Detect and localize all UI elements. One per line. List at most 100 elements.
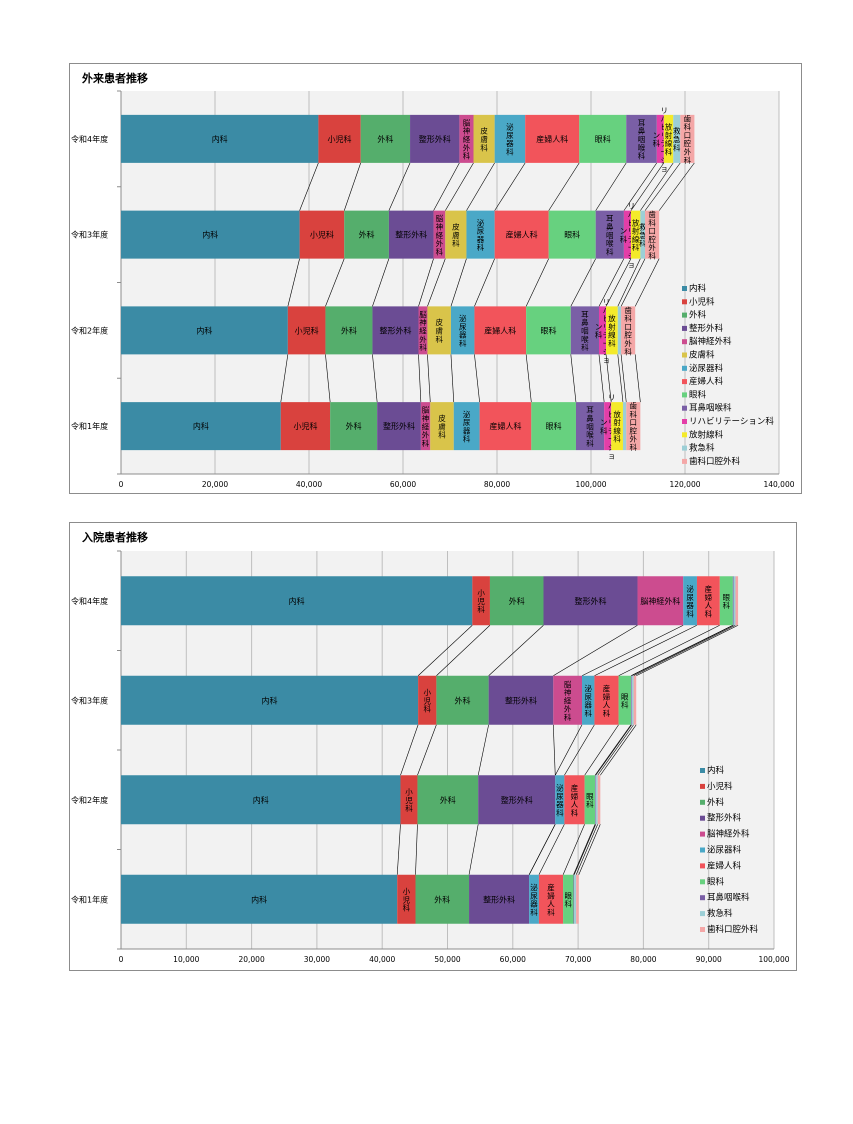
bar-label: 喉 (586, 430, 594, 440)
legend-label: 泌尿器科 (689, 363, 724, 374)
legend-swatch (682, 312, 687, 318)
bar-label: 科 (547, 907, 555, 917)
bar-segment (579, 114, 627, 163)
bar-label: ン (595, 322, 603, 331)
bar-segment (494, 114, 526, 163)
series-connector (400, 724, 419, 776)
bar-label: 急 (639, 230, 647, 240)
legend-label: 救急科 (689, 443, 715, 454)
series-connector (287, 258, 300, 307)
bar-label: リ (660, 106, 668, 115)
series-connector (372, 354, 378, 403)
bar-label: 膚 (435, 326, 443, 336)
legend-label: 脳神経外科 (707, 829, 750, 840)
bar-label: 人 (705, 601, 713, 610)
bar-segment (604, 402, 612, 451)
bar-label: 科 (638, 151, 646, 161)
series-connector (618, 624, 720, 677)
bar-label: 鼻 (581, 317, 589, 327)
bar-label: 皮 (435, 317, 443, 327)
bar-label: 外科 (359, 230, 375, 240)
legend-label: 救急科 (707, 908, 733, 919)
bar-segment (433, 210, 446, 259)
series-connector (299, 162, 319, 211)
bar-label: 耳 (586, 406, 594, 415)
bar-label: 科 (624, 346, 632, 356)
series-connector (595, 724, 632, 776)
x-tick-label: 90,000 (696, 955, 722, 964)
bar-label: 経 (564, 695, 572, 705)
bar-label: 科 (648, 217, 656, 227)
bar-segment (574, 874, 577, 924)
bar-segment (318, 114, 361, 163)
series-connector (595, 162, 627, 211)
bar-segment (478, 775, 556, 825)
legend-swatch (682, 352, 687, 358)
bar-label: 眼 (586, 792, 594, 801)
bar-label: 内科 (193, 421, 209, 431)
bar-label: 外科 (346, 421, 362, 431)
series-connector (578, 824, 601, 875)
series-connector (525, 354, 532, 403)
bar-segment (121, 402, 281, 451)
bar-label: 泌 (506, 122, 514, 132)
bar-segment (121, 306, 288, 355)
legend-label: 眼科 (689, 389, 707, 400)
bar-label: 小児科 (310, 230, 334, 240)
bar-label: 歯 (648, 209, 656, 219)
bar-segment (427, 306, 451, 355)
bar-label: 科 (463, 151, 471, 161)
bar-label: 尿 (686, 593, 694, 602)
bar-label: ン (653, 131, 661, 140)
legend-label: 小児科 (689, 296, 715, 307)
x-tick-label: 60,000 (500, 955, 526, 964)
bar-label: 尿 (463, 418, 471, 427)
bar-label: 科 (684, 122, 692, 132)
bar-label: 整形外科 (575, 596, 607, 606)
bar-segment (673, 114, 681, 163)
legend-swatch (682, 392, 687, 398)
bar-label: 外 (422, 430, 430, 440)
bar-label: 泌 (584, 683, 592, 693)
legend-label: 整形外科 (707, 813, 742, 824)
bar-segment (553, 675, 583, 725)
bar-segment (121, 775, 401, 825)
bar-label: 産 (547, 882, 555, 892)
bar-label: 眼科 (595, 134, 611, 144)
series-connector (450, 354, 455, 403)
bar-label: 鼻 (638, 126, 646, 136)
legend-swatch (700, 927, 705, 932)
bar-label: 器 (556, 800, 564, 809)
bar-label: 科 (665, 146, 673, 156)
outpatient-chart-title: 外来患者推移 (82, 72, 148, 85)
series-connector (553, 624, 638, 677)
bar-segment (626, 402, 641, 451)
bar-label: 耳 (606, 214, 614, 223)
bar-label: 小児科 (328, 134, 352, 144)
bar-segment (623, 210, 631, 259)
bar-label: 眼 (621, 692, 629, 701)
bar-segment (529, 874, 539, 924)
x-tick-label: 20,000 (202, 480, 228, 489)
bar-label: 脳 (436, 213, 444, 223)
bar-label: 経 (436, 230, 444, 240)
bar-segment (663, 114, 674, 163)
bar-label: リ (628, 202, 636, 211)
bar-label: 科 (624, 313, 632, 323)
bar-label: 科 (459, 338, 467, 348)
bar-label: 脳 (422, 405, 430, 415)
legend-label: 内科 (689, 283, 707, 294)
series-connector (633, 624, 736, 677)
bar-label: 器 (459, 331, 467, 340)
series-connector (623, 162, 658, 211)
series-connector (630, 162, 665, 211)
bar-label: 外科 (440, 795, 456, 805)
bar-segment (595, 775, 596, 825)
bar-label: ン (620, 227, 628, 236)
legend-label: 脳神経外科 (689, 336, 732, 347)
legend-swatch (682, 325, 687, 331)
series-connector (598, 258, 625, 307)
bar-label: 救 (673, 126, 681, 136)
series-connector (570, 354, 577, 403)
